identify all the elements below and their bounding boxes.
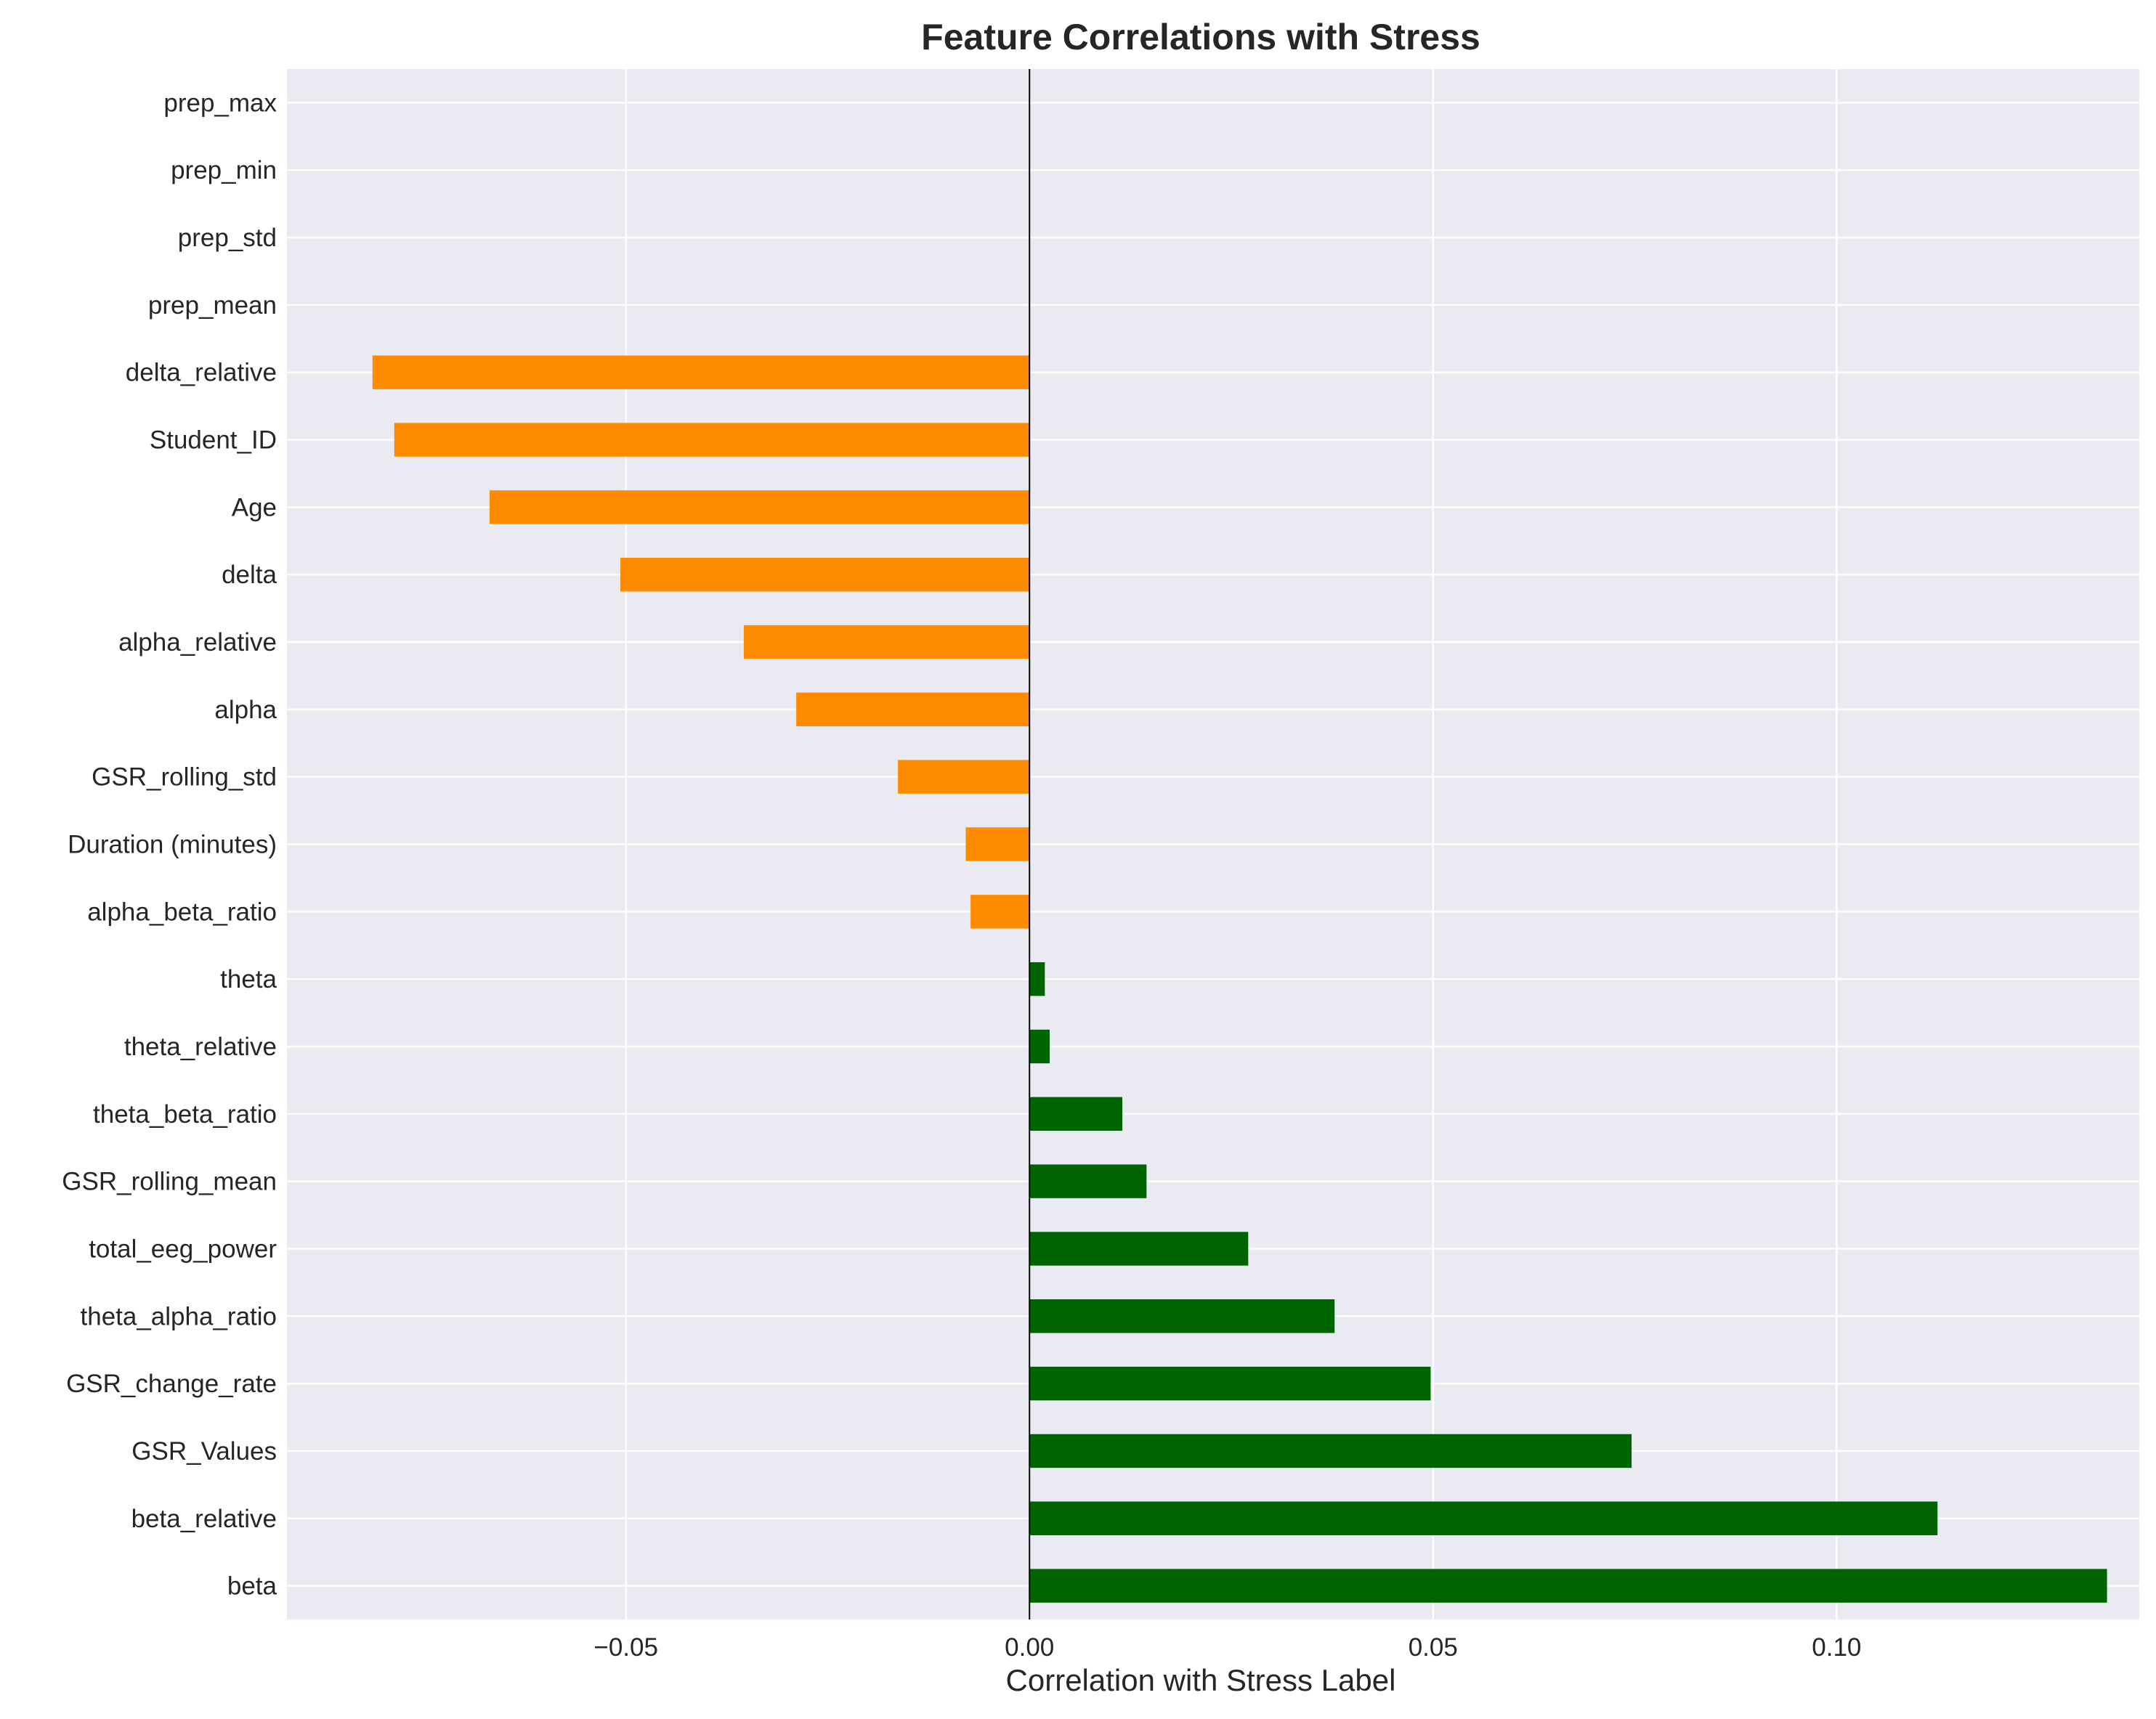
bar-theta-alpha-ratio xyxy=(1029,1299,1335,1333)
y-tick-label: Age xyxy=(232,493,277,521)
bar-delta xyxy=(620,557,1030,592)
bar-student-id xyxy=(394,423,1030,457)
y-tick-label: GSR_rolling_mean xyxy=(62,1168,277,1196)
y-tick-label: theta_beta_ratio xyxy=(93,1100,277,1129)
bar-gsr-rolling-std xyxy=(898,760,1030,794)
x-tick-labels: −0.05 0.00 0.05 0.10 xyxy=(593,1633,1861,1662)
bar-delta-relative xyxy=(372,355,1030,389)
bar-alpha-relative xyxy=(743,625,1030,659)
x-tick-label: −0.05 xyxy=(593,1633,658,1662)
x-tick-label: 0.10 xyxy=(1812,1633,1861,1662)
x-axis-label: Correlation with Stress Label xyxy=(1006,1663,1396,1697)
bar-duration-minutes- xyxy=(965,827,1030,861)
y-tick-label: delta xyxy=(222,561,277,589)
bar-gsr-values xyxy=(1029,1434,1632,1468)
bar-alpha xyxy=(796,692,1030,727)
y-tick-label: beta xyxy=(227,1572,277,1601)
y-tick-label: Student_ID xyxy=(150,426,277,455)
y-tick-label: GSR_change_rate xyxy=(66,1370,277,1398)
bar-beta xyxy=(1029,1569,2107,1603)
bar-total-eeg-power xyxy=(1029,1232,1249,1266)
y-tick-label: theta_relative xyxy=(124,1033,277,1061)
y-tick-label: beta_relative xyxy=(131,1505,277,1533)
x-tick-label: 0.05 xyxy=(1409,1633,1458,1662)
y-tick-labels: beta beta_relative GSR_Values GSR_change_ra… xyxy=(62,89,277,1600)
bars xyxy=(372,355,2107,1603)
chart-title: Feature Correlations with Stress xyxy=(921,17,1480,57)
bar-gsr-change-rate xyxy=(1029,1366,1431,1401)
x-tick-label: 0.00 xyxy=(1005,1633,1054,1662)
y-tick-label: prep_std xyxy=(178,224,277,252)
bar-age xyxy=(489,490,1030,524)
y-tick-label: GSR_Values xyxy=(131,1437,277,1466)
y-tick-label: theta xyxy=(220,965,277,993)
y-tick-label: prep_max xyxy=(163,89,277,117)
y-tick-label: alpha_beta_ratio xyxy=(87,898,277,926)
y-tick-label: Duration (minutes) xyxy=(68,831,277,859)
bar-gsr-rolling-mean xyxy=(1029,1164,1147,1198)
y-tick-label: prep_mean xyxy=(148,291,277,320)
y-tick-label: theta_alpha_ratio xyxy=(81,1302,277,1330)
y-tick-label: GSR_rolling_std xyxy=(92,763,277,792)
y-tick-label: alpha_relative xyxy=(118,628,277,657)
bar-theta xyxy=(1029,962,1045,996)
y-tick-label: delta_relative xyxy=(126,359,277,387)
bar-theta-relative xyxy=(1029,1029,1050,1064)
bar-theta-beta-ratio xyxy=(1029,1097,1122,1131)
bar-alpha-beta-ratio xyxy=(970,895,1030,929)
y-tick-label: alpha xyxy=(214,696,277,724)
y-tick-label: prep_min xyxy=(171,156,277,184)
y-tick-label: total_eeg_power xyxy=(89,1235,277,1263)
bar-beta-relative xyxy=(1029,1501,1938,1535)
